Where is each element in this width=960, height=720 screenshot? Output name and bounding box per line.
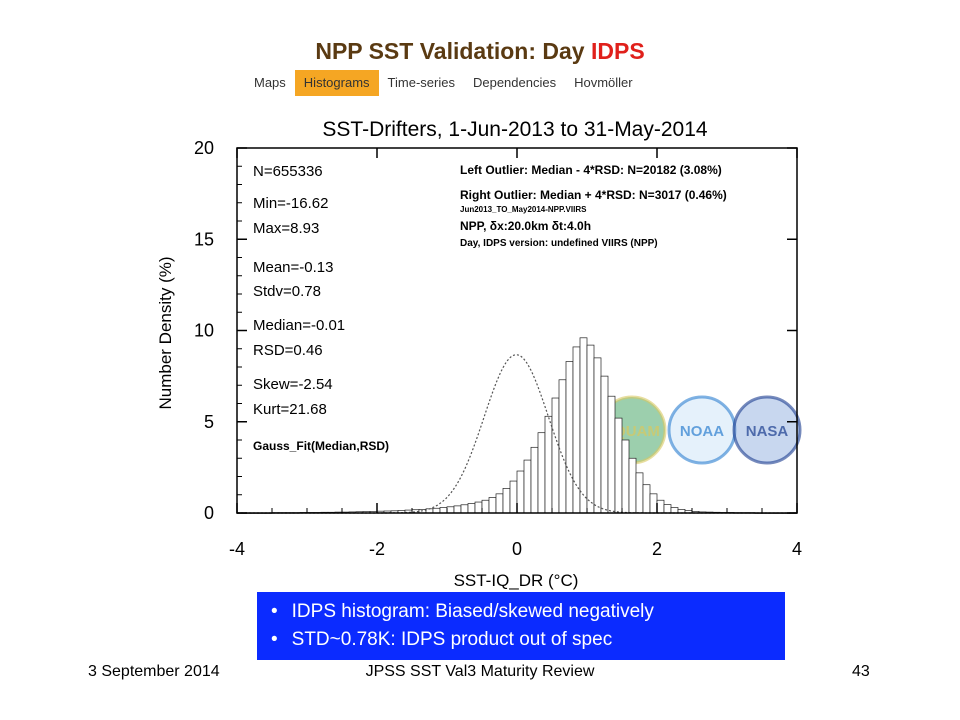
y-tick-label: 0 <box>204 503 214 523</box>
annotation-line: Day, IDPS version: undefined VIIRS (NPP) <box>460 238 658 249</box>
histogram-bar <box>558 379 567 514</box>
logo-noaa: NOAA <box>667 395 737 465</box>
tab-bar: Maps Histograms Time-series Dependencies… <box>245 70 642 96</box>
tab-time-series[interactable]: Time-series <box>387 75 455 90</box>
histogram-bar <box>586 344 595 514</box>
annotation-line: Jun2013_TO_May2014-NPP.VIIRS <box>460 205 587 214</box>
histogram-bar <box>614 417 623 514</box>
histogram-bar <box>488 497 497 514</box>
x-axis-label: SST-IQ_DR (°C) <box>454 571 579 590</box>
logo-label: NASA <box>746 423 789 440</box>
stat-line: Kurt=21.68 <box>253 401 327 418</box>
stat-line: RSD=0.46 <box>253 342 323 359</box>
histogram-bar <box>607 395 616 514</box>
logo-label: NOAA <box>680 423 724 440</box>
stat-line: Median=-0.01 <box>253 317 345 334</box>
summary-callout: IDPS histogram: Biased/skewed negatively… <box>257 592 785 660</box>
x-tick-label: -2 <box>369 539 385 559</box>
logo-disc <box>669 397 735 463</box>
x-tick-label: -4 <box>229 539 245 559</box>
logo-disc <box>734 397 800 463</box>
histogram-bar <box>516 470 525 514</box>
histogram-bar <box>474 501 483 514</box>
stat-line: Gauss_Fit(Median,RSD) <box>253 439 389 453</box>
histogram-bar <box>628 457 637 514</box>
slide-title: NPP SST Validation: Day IDPS <box>0 38 960 65</box>
logo-nasa: NASA <box>732 395 802 465</box>
x-tick-label: 0 <box>512 539 522 559</box>
logo-ring <box>732 395 802 465</box>
histogram-bar <box>544 415 553 514</box>
histogram-bar <box>635 472 644 514</box>
histogram-bar <box>502 488 511 514</box>
slide-title-main: NPP SST Validation: Day <box>315 38 591 64</box>
y-tick-label: 15 <box>194 229 214 249</box>
footer-title: JPSS SST Val3 Maturity Review <box>365 663 595 680</box>
stat-line: Mean=-0.13 <box>253 259 333 276</box>
y-tick-label: 20 <box>194 138 214 158</box>
y-tick-label: 10 <box>194 321 214 341</box>
histogram-bar <box>593 357 602 514</box>
footer-date: 3 September 2014 <box>88 663 220 680</box>
x-tick-label: 4 <box>792 539 802 559</box>
histogram-bar <box>460 504 469 514</box>
histogram-bar <box>523 459 532 514</box>
x-tick-label: 2 <box>652 539 662 559</box>
tab-dependencies[interactable]: Dependencies <box>472 75 557 90</box>
tab-histograms[interactable]: Histograms <box>294 70 379 96</box>
histogram-bar <box>551 397 560 514</box>
page-number: 43 <box>852 663 870 680</box>
histogram-bar <box>670 507 679 514</box>
tab-hovmoller[interactable]: Hovmöller <box>574 75 633 90</box>
histogram-bar <box>579 337 588 514</box>
callout-bullet: STD~0.78K: IDPS product out of spec <box>271 626 785 654</box>
chart-title: SST-Drifters, 1-Jun-2013 to 31-May-2014 <box>322 118 707 141</box>
histogram-bar <box>509 480 518 514</box>
stat-line: Skew=-2.54 <box>253 376 333 393</box>
callout-bullet: IDPS histogram: Biased/skewed negatively <box>271 598 785 626</box>
histogram-bar <box>530 446 539 514</box>
histogram-bar <box>656 499 665 514</box>
histogram-bar <box>621 439 630 514</box>
y-axis-label: Number Density (%) <box>156 256 175 409</box>
histogram-chart: SST-Drifters, 1-Jun-2013 to 31-May-2014 … <box>156 118 802 590</box>
annotation-line: NPP, δx:20.0km δt:4.0h <box>460 219 591 233</box>
stats-panel: N=655336 Min=-16.62 Max=8.93 Mean=-0.13 Stdv… <box>253 163 389 453</box>
histogram-bar <box>439 507 448 514</box>
histogram-bar <box>453 505 462 514</box>
stat-line: Max=8.93 <box>253 220 319 237</box>
annotation-line: Right Outlier: Median + 4*RSD: N=3017 (0… <box>460 188 727 202</box>
histogram-bar <box>537 432 546 514</box>
histogram-bar <box>467 503 476 514</box>
slide-title-highlight: IDPS <box>590 38 645 64</box>
tab-maps[interactable]: Maps <box>254 75 286 90</box>
annotation-line: Left Outlier: Median - 4*RSD: N=20182 (3… <box>460 163 722 177</box>
histogram-bar <box>565 361 574 514</box>
stat-line: N=655336 <box>253 163 323 180</box>
histogram-bar <box>481 499 490 514</box>
annotations-panel: Left Outlier: Median - 4*RSD: N=20182 (3… <box>460 163 727 249</box>
stat-line: Stdv=0.78 <box>253 283 321 300</box>
stat-line: Min=-16.62 <box>253 195 328 212</box>
histogram-bar <box>495 493 504 514</box>
y-tick-label: 5 <box>204 412 214 432</box>
histogram-bar <box>663 504 672 514</box>
histogram-bar <box>600 375 609 514</box>
histogram-bar <box>649 493 658 514</box>
histogram-bar <box>446 506 455 514</box>
histogram-bar <box>642 484 651 514</box>
